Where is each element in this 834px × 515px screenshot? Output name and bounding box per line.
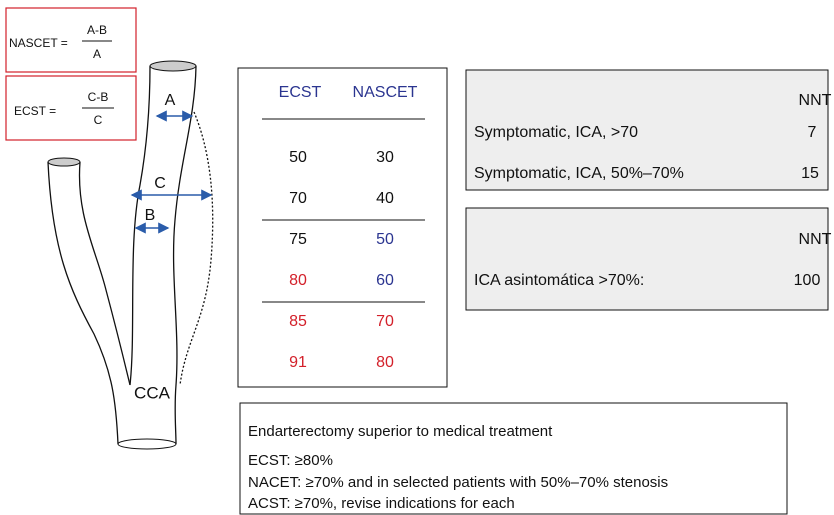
denominator: A [93,47,101,61]
table-cell: 80 [289,272,307,289]
table-header: ECST [279,84,322,101]
table-cell: 70 [376,313,394,330]
table-cell: 40 [376,190,394,207]
numerator: C-B [88,90,109,104]
nnt-row-label: ICA asintomática >70%: [474,272,644,289]
table-cell: 50 [376,231,394,248]
table-cell: 91 [289,354,307,371]
vessel-label: CCA [134,383,171,402]
formula-label: ECST = [14,104,56,118]
nnt-value: 7 [808,124,817,141]
numerator: A-B [87,23,107,37]
nnt-box [466,208,828,310]
note-title: Endarterectomy superior to medical treat… [248,423,553,440]
table-cell: 50 [289,149,307,166]
nnt-row-label: Symptomatic, ICA, 50%–70% [474,165,684,182]
note-line: ACST: ≥70%, revise indications for each [248,495,515,512]
table-header: NASCET [353,84,418,101]
segment-label: C [154,175,166,192]
figure: NASCET = A-B A ECST = C-B C A C B CCA EC… [0,0,834,515]
note-line: ECST: ≥80% [248,452,333,469]
denominator: C [94,113,103,127]
segment-label: B [145,207,156,224]
table-cell: 70 [289,190,307,207]
table-cell: 85 [289,313,307,330]
table-cell: 75 [289,231,307,248]
nnt-value: 15 [801,165,819,182]
nnt-header: NNT [799,231,832,248]
formula-label: NASCET = [9,36,68,50]
table-box [238,68,447,387]
segment-label: A [165,92,176,109]
nnt-row-label: Symptomatic, ICA, >70 [474,124,638,141]
table-cell: 60 [376,272,394,289]
nnt-value: 100 [794,272,821,289]
table-cell: 80 [376,354,394,371]
nnt-header: NNT [799,92,832,109]
note-line: NACET: ≥70% and in selected patients wit… [248,474,668,491]
table-cell: 30 [376,149,394,166]
